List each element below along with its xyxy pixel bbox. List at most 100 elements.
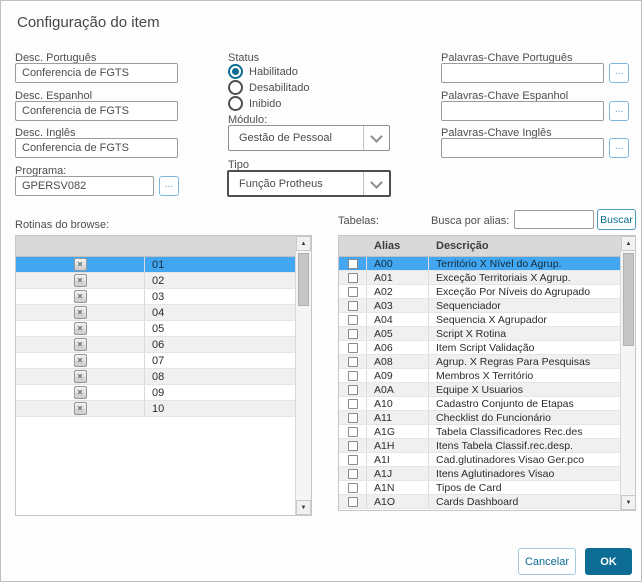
table-checkbox[interactable] [347, 258, 358, 269]
rotinas-row[interactable]: ✕ 08 [16, 369, 295, 385]
table-checkbox[interactable] [347, 286, 358, 297]
rotinas-row[interactable]: ✕ 07 [16, 353, 295, 369]
excluded-checkbox-icon[interactable]: ✕ [73, 274, 87, 287]
tabelas-row[interactable]: A05 Script X Rotina [339, 327, 620, 341]
tabelas-row[interactable]: A1H Itens Tabela Classif.rec.desp. [339, 439, 620, 453]
table-checkbox[interactable] [347, 370, 358, 381]
tabelas-row[interactable]: A01 Exceção Territoriais X Agrup. [339, 271, 620, 285]
descricao-cell: Item Script Validação [436, 341, 535, 354]
table-checkbox[interactable] [347, 300, 358, 311]
radio-icon [228, 80, 243, 95]
rotinas-row[interactable]: ✕ 06 [16, 337, 295, 353]
tabelas-row[interactable]: A06 Item Script Validação [339, 341, 620, 355]
descricao-cell: Sequencia X Agrupador [436, 313, 547, 326]
excluded-checkbox-icon[interactable]: ✕ [73, 258, 87, 271]
tipo-select[interactable]: Função Protheus [227, 170, 391, 197]
tabelas-row[interactable]: A10 Cadastro Conjunto de Etapas [339, 397, 620, 411]
radio-desabilitado[interactable]: Desabilitado [228, 80, 310, 95]
rotinas-row[interactable]: ✕ 01 [16, 257, 295, 273]
excluded-checkbox-icon[interactable]: ✕ [73, 322, 87, 335]
descricao-cell: Tipos de Card [436, 481, 502, 494]
excluded-checkbox-icon[interactable]: ✕ [73, 290, 87, 303]
programa-input[interactable] [15, 176, 154, 196]
descricao-cell: Tabela Classificadores Rec.des [436, 425, 583, 438]
tabelas-row[interactable]: A1J Itens Aglutinadores Visao [339, 467, 620, 481]
keywords-ingles-input[interactable] [441, 138, 604, 158]
tabelas-row[interactable]: A08 Agrup. X Regras Para Pesquisas [339, 355, 620, 369]
keywords-portugues-browse-button[interactable]: ... [609, 63, 629, 83]
tabelas-row[interactable]: A03 Sequenciador [339, 299, 620, 313]
rotinas-row[interactable]: ✕ 09 [16, 385, 295, 401]
keywords-ingles-browse-button[interactable]: ... [609, 138, 629, 158]
keywords-portugues-input[interactable] [441, 63, 604, 83]
keywords-espanhol-input[interactable] [441, 101, 604, 121]
checkbox-cell [339, 271, 367, 284]
keywords-espanhol-browse-button[interactable]: ... [609, 101, 629, 121]
tabelas-row[interactable]: A1O Cards Dashboard [339, 495, 620, 509]
table-checkbox[interactable] [347, 426, 358, 437]
radio-habilitado[interactable]: Habilitado [228, 64, 298, 79]
excluded-checkbox-icon[interactable]: ✕ [73, 338, 87, 351]
scroll-down-icon[interactable]: ▼ [296, 500, 311, 515]
tabelas-row[interactable]: A0A Equipe X Usuarios [339, 383, 620, 397]
table-checkbox[interactable] [347, 440, 358, 451]
excluded-checkbox-icon[interactable]: ✕ [73, 386, 87, 399]
radio-inibido[interactable]: Inibido [228, 96, 281, 111]
desc-espanhol-input[interactable] [15, 101, 178, 121]
table-checkbox[interactable] [347, 398, 358, 409]
buscar-button[interactable]: Buscar [597, 209, 636, 230]
alias-cell: A11 [367, 411, 429, 424]
excluded-checkbox-icon[interactable]: ✕ [73, 354, 87, 367]
table-checkbox[interactable] [347, 496, 358, 507]
tabelas-row[interactable]: A09 Membros X Território [339, 369, 620, 383]
table-checkbox[interactable] [347, 454, 358, 465]
tabelas-scrollbar[interactable]: ▲ ▼ [620, 236, 635, 510]
routine-icon-cell: ✕ [16, 321, 145, 336]
table-checkbox[interactable] [347, 328, 358, 339]
rotinas-row[interactable]: ✕ 05 [16, 321, 295, 337]
tabelas-row[interactable]: A1I Cad.glutinadores Visao Ger.pco [339, 453, 620, 467]
rotinas-row[interactable]: ✕ 10 [16, 401, 295, 417]
rotinas-scrollbar-thumb[interactable] [298, 253, 309, 306]
excluded-checkbox-icon[interactable]: ✕ [73, 402, 87, 415]
tabelas-row[interactable]: A00 Território X Nível do Agrup. [339, 257, 620, 271]
table-checkbox[interactable] [347, 356, 358, 367]
table-checkbox[interactable] [347, 384, 358, 395]
rotinas-row[interactable]: ✕ 02 [16, 273, 295, 289]
keywords-portugues-label: Palavras-Chave Português [441, 52, 573, 64]
tabelas-table-header: Alias Descrição [339, 236, 620, 257]
keywords-ingles-label: Palavras-Chave Inglês [441, 127, 552, 139]
scroll-up-icon[interactable]: ▲ [621, 236, 635, 251]
excluded-checkbox-icon[interactable]: ✕ [73, 370, 87, 383]
programa-browse-button[interactable]: ... [159, 176, 179, 196]
cancel-button[interactable]: Cancelar [518, 548, 576, 575]
descricao-cell: Checklist do Funcionário [436, 411, 551, 424]
desc-ingles-input[interactable] [15, 138, 178, 158]
tabelas-row[interactable]: A04 Sequencia X Agrupador [339, 313, 620, 327]
table-checkbox[interactable] [347, 272, 358, 283]
table-checkbox[interactable] [347, 342, 358, 353]
tabelas-scrollbar-thumb[interactable] [623, 253, 634, 346]
rotinas-table-body: ✕ 01 ✕ 02 ✕ 03 ✕ 04 ✕ 05 ✕ 06 ✕ 07 ✕ 08 ✕ 09 ✕ 10 [16, 257, 295, 417]
ok-button[interactable]: OK [585, 548, 632, 575]
table-checkbox[interactable] [347, 482, 358, 493]
descricao-cell: Membros X Território [436, 369, 534, 382]
tabelas-row[interactable]: A1N Tipos de Card [339, 481, 620, 495]
rotinas-row[interactable]: ✕ 04 [16, 305, 295, 321]
rotinas-row[interactable]: ✕ 03 [16, 289, 295, 305]
table-checkbox[interactable] [347, 468, 358, 479]
scroll-up-icon[interactable]: ▲ [296, 236, 311, 251]
excluded-checkbox-icon[interactable]: ✕ [73, 306, 87, 319]
modulo-select[interactable]: Gestão de Pessoal [228, 125, 390, 151]
table-checkbox[interactable] [347, 412, 358, 423]
busca-alias-input[interactable] [514, 210, 594, 229]
scroll-down-icon[interactable]: ▼ [621, 495, 635, 510]
tabelas-row[interactable]: A1G Tabela Classificadores Rec.des [339, 425, 620, 439]
desc-portugues-input[interactable] [15, 63, 178, 83]
tabelas-row[interactable]: A02 Exceção Por Níveis do Agrupado [339, 285, 620, 299]
rotinas-scrollbar[interactable]: ▲ ▼ [295, 236, 311, 515]
tabelas-row[interactable]: A11 Checklist do Funcionário [339, 411, 620, 425]
routine-order: 02 [152, 274, 165, 287]
table-checkbox[interactable] [347, 314, 358, 325]
descricao-cell: Cadastro Conjunto de Etapas [436, 397, 574, 410]
